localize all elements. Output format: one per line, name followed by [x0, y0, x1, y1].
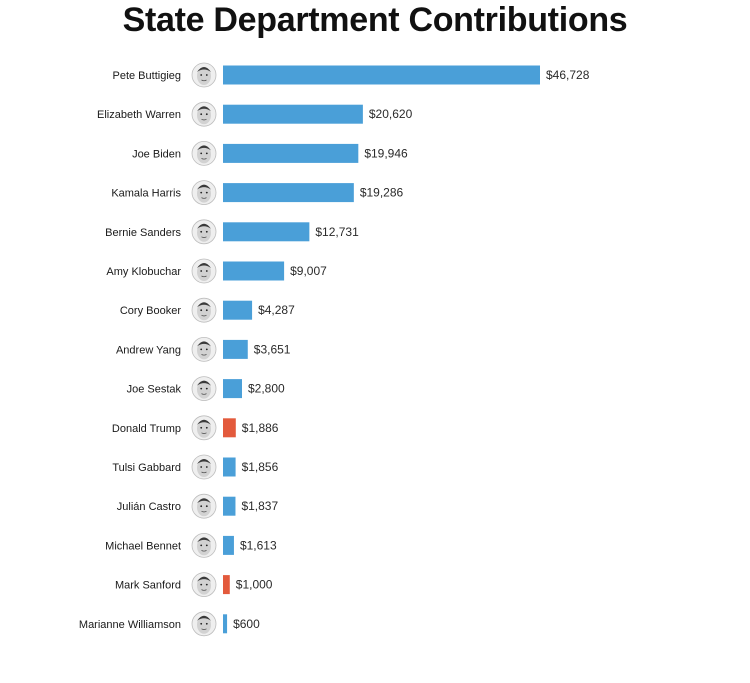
- category-label-marianne-williamson: Marianne Williamson: [79, 619, 181, 631]
- category-label-elizabeth-warren: Elizabeth Warren: [97, 109, 181, 121]
- category-label-joe-sestak: Joe Sestak: [127, 384, 182, 396]
- value-label-joe-sestak: $2,800: [248, 382, 285, 396]
- category-label-cory-booker: Cory Booker: [120, 305, 181, 317]
- category-label-tulsi-gabbard: Tulsi Gabbard: [112, 462, 181, 474]
- value-label-pete-buttigieg: $46,728: [546, 68, 590, 82]
- bar-donald-trump: [223, 418, 236, 438]
- bar-pete-buttigieg: [223, 65, 540, 85]
- value-label-amy-klobuchar: $9,007: [290, 264, 327, 278]
- bar-amy-klobuchar: [223, 261, 285, 281]
- portrait-icon-pete-buttigieg: [191, 62, 217, 88]
- value-label-julian-castro: $1,837: [241, 499, 278, 513]
- portrait-icon-julian-castro: [191, 493, 217, 519]
- portrait-icon-elizabeth-warren: [191, 101, 217, 127]
- category-label-michael-bennet: Michael Bennet: [105, 540, 181, 552]
- bar-joe-biden: [223, 143, 359, 163]
- value-label-tulsi-gabbard: $1,856: [242, 460, 279, 474]
- bar-kamala-harris: [223, 183, 354, 203]
- value-label-andrew-yang: $3,651: [254, 342, 291, 356]
- bar-julian-castro: [223, 496, 236, 516]
- portrait-icon-bernie-sanders: [191, 219, 217, 245]
- portrait-icon-cory-booker: [191, 297, 217, 323]
- chart-title: State Department Contributions: [122, 1, 628, 39]
- bar-marianne-williamson: [223, 614, 228, 634]
- category-label-kamala-harris: Kamala Harris: [111, 188, 181, 200]
- bar-elizabeth-warren: [223, 104, 363, 124]
- category-label-joe-biden: Joe Biden: [132, 148, 181, 160]
- portrait-icon-joe-biden: [191, 140, 217, 166]
- value-label-donald-trump: $1,886: [242, 421, 279, 435]
- category-label-bernie-sanders: Bernie Sanders: [105, 227, 181, 239]
- portrait-icon-joe-sestak: [191, 376, 217, 402]
- bar-mark-sanford: [223, 575, 230, 595]
- bar-bernie-sanders: [223, 222, 310, 242]
- value-label-cory-booker: $4,287: [258, 303, 295, 317]
- portrait-icon-donald-trump: [191, 415, 217, 441]
- value-label-mark-sanford: $1,000: [236, 578, 273, 592]
- category-label-mark-sanford: Mark Sanford: [115, 580, 181, 592]
- bar-andrew-yang: [223, 339, 248, 359]
- bar-michael-bennet: [223, 535, 234, 555]
- portrait-icon-marianne-williamson: [191, 611, 217, 637]
- value-label-elizabeth-warren: $20,620: [369, 107, 413, 121]
- category-label-julian-castro: Julián Castro: [117, 501, 181, 513]
- value-label-joe-biden: $19,946: [364, 146, 408, 160]
- bar-cory-booker: [223, 300, 253, 320]
- category-label-pete-buttigieg: Pete Buttigieg: [113, 70, 182, 82]
- portrait-icon-michael-bennet: [191, 533, 217, 558]
- value-label-bernie-sanders: $12,731: [315, 225, 359, 239]
- value-label-kamala-harris: $19,286: [360, 186, 404, 200]
- bar-joe-sestak: [223, 379, 242, 399]
- portrait-icon-amy-klobuchar: [191, 258, 217, 284]
- bar-tulsi-gabbard: [223, 457, 236, 477]
- category-label-andrew-yang: Andrew Yang: [116, 344, 181, 356]
- portrait-icon-mark-sanford: [191, 572, 217, 597]
- portrait-icon-tulsi-gabbard: [191, 454, 217, 480]
- value-label-marianne-williamson: $600: [233, 617, 260, 631]
- portrait-icon-andrew-yang: [191, 336, 217, 362]
- portrait-icon-kamala-harris: [191, 180, 217, 206]
- category-label-donald-trump: Donald Trump: [112, 423, 181, 435]
- value-label-michael-bennet: $1,613: [240, 538, 277, 552]
- category-label-amy-klobuchar: Amy Klobuchar: [106, 266, 181, 278]
